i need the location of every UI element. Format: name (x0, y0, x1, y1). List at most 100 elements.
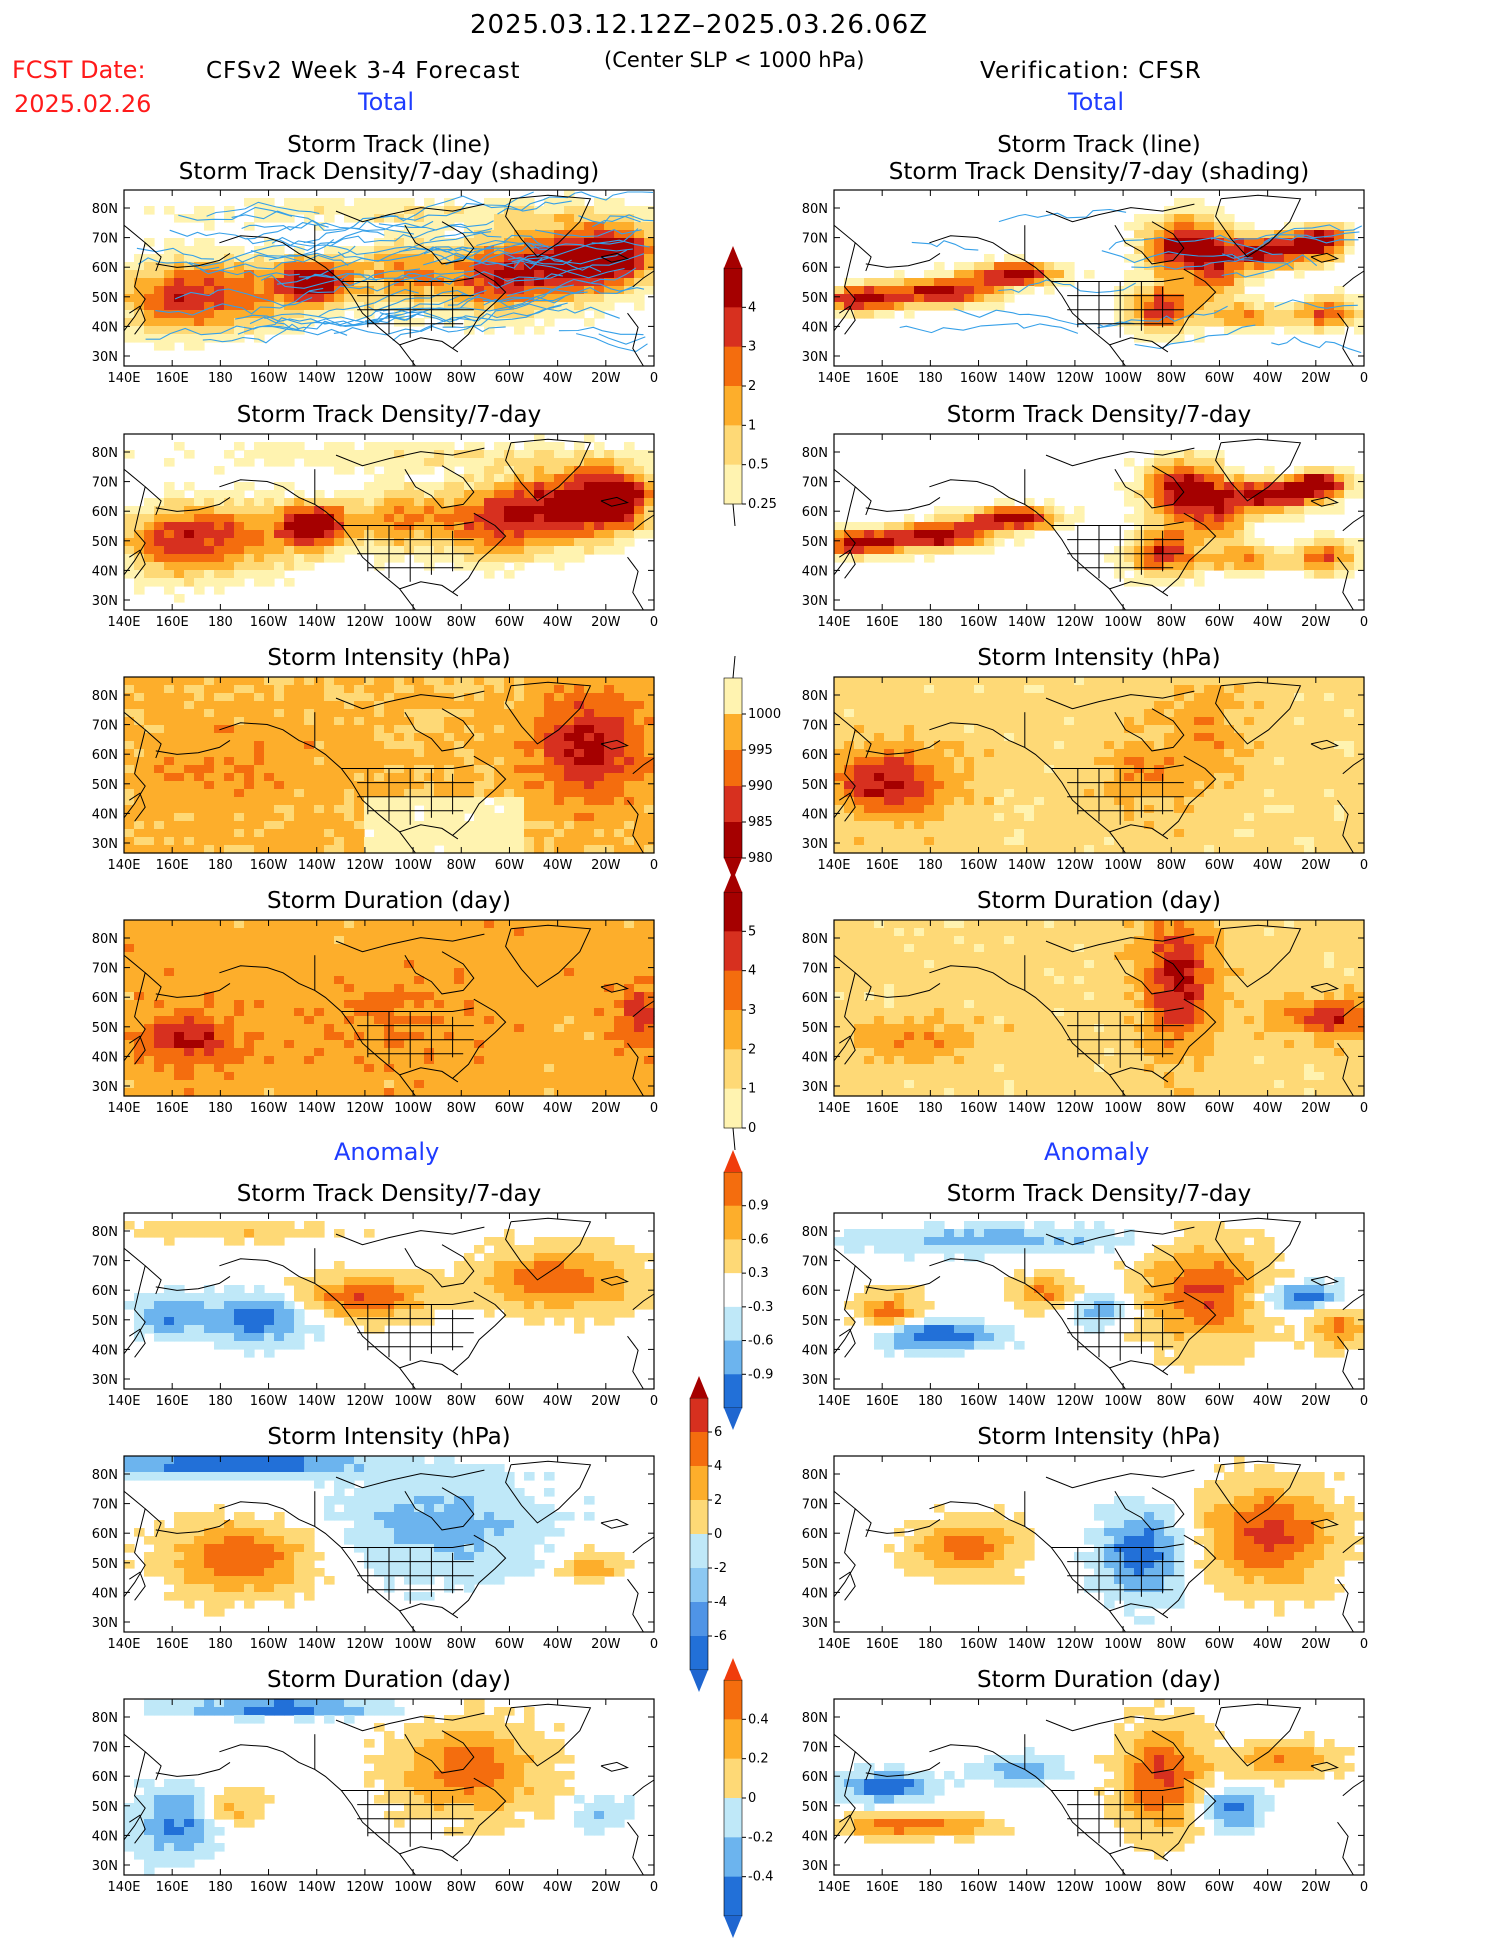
lon-label: 120W (1056, 1101, 1094, 1116)
lon-label: 160E (866, 1101, 899, 1116)
lon-label: 140W (298, 371, 336, 386)
lon-label: 180 (918, 1880, 943, 1895)
lon-label: 180 (208, 1101, 233, 1116)
lon-label: 0 (650, 1880, 658, 1895)
ob-int-shading (834, 677, 1365, 854)
lon-label: 180 (208, 1394, 233, 1409)
lon-label: 160E (156, 858, 189, 873)
lon-label: 60W (495, 371, 525, 386)
fc-int-title: Storm Intensity (hPa) (109, 645, 669, 672)
lat-label: 40N (92, 564, 118, 579)
lon-label: 160E (866, 1394, 899, 1409)
total-label-right: Total (1068, 88, 1124, 116)
lat-label: 70N (92, 476, 118, 491)
colorbar-label: 985 (748, 815, 773, 830)
lon-label: 160E (156, 1880, 189, 1895)
lon-label: 40W (543, 371, 573, 386)
colorbar-label: 0.5 (748, 458, 769, 473)
lon-label: 160W (250, 371, 288, 386)
fc-track-subtitle: Storm Track Density/7-day (shading) (109, 159, 669, 186)
lat-label: 30N (802, 1859, 828, 1874)
lon-label: 140E (817, 371, 850, 386)
lon-label: 120W (346, 858, 384, 873)
colorbar-label: 2 (714, 1493, 722, 1508)
lon-label: 60W (1205, 1637, 1235, 1652)
lon-label: 160E (156, 371, 189, 386)
lon-label: 180 (918, 615, 943, 630)
lon-label: 160W (960, 1637, 998, 1652)
lon-label: 140W (298, 858, 336, 873)
lon-label: 20W (1301, 1101, 1331, 1116)
fc-adens-title: Storm Track Density/7-day (109, 1181, 669, 1208)
lon-label: 100W (394, 371, 432, 386)
anomaly-label-right: Anomaly (1044, 1138, 1149, 1166)
lat-label: 80N (802, 1468, 828, 1483)
lon-label: 80W (447, 1880, 477, 1895)
lon-label: 140E (817, 1637, 850, 1652)
lon-label: 60W (495, 1880, 525, 1895)
lon-label: 180 (918, 1637, 943, 1652)
lat-label: 70N (802, 1498, 828, 1513)
fcst-label: FCST Date: (12, 56, 146, 84)
lon-label: 160W (960, 858, 998, 873)
lon-label: 160E (156, 615, 189, 630)
lat-label: 80N (92, 1468, 118, 1483)
lon-label: 160W (960, 1394, 998, 1409)
lon-label: 80W (1157, 1880, 1187, 1895)
colorbar-label: 3 (748, 340, 756, 355)
lon-label: 20W (591, 1101, 621, 1116)
lon-label: 100W (394, 1101, 432, 1116)
lon-label: 140W (1008, 858, 1046, 873)
lat-label: 60N (802, 505, 828, 520)
lon-label: 140W (298, 1880, 336, 1895)
lon-label: 80W (1157, 615, 1187, 630)
lat-label: 80N (92, 1225, 118, 1240)
lon-label: 100W (1104, 1880, 1142, 1895)
ob-int-title: Storm Intensity (hPa) (819, 645, 1379, 672)
lon-label: 20W (591, 615, 621, 630)
colorbar-label: 2 (748, 379, 756, 394)
lon-label: 120W (346, 1637, 384, 1652)
lon-label: 160E (156, 1101, 189, 1116)
ob-track-subtitle: Storm Track Density/7-day (shading) (819, 159, 1379, 186)
lat-label: 50N (92, 1557, 118, 1572)
lon-label: 120W (346, 1880, 384, 1895)
lon-label: 40W (543, 615, 573, 630)
lon-label: 0 (650, 1637, 658, 1652)
lat-label: 70N (802, 232, 828, 247)
lat-label: 60N (802, 261, 828, 276)
lon-label: 20W (1301, 1880, 1331, 1895)
lon-label: 60W (495, 858, 525, 873)
lon-label: 100W (394, 858, 432, 873)
lat-label: 70N (802, 476, 828, 491)
ob-adur-title: Storm Duration (day) (819, 1667, 1379, 1694)
lon-label: 120W (1056, 858, 1094, 873)
lon-label: 140W (1008, 371, 1046, 386)
lat-label: 80N (802, 932, 828, 947)
colorbar-label: 995 (748, 743, 773, 758)
colorbar-label: -0.4 (748, 1870, 773, 1885)
lon-label: 160W (960, 1101, 998, 1116)
lat-label: 40N (802, 1586, 828, 1601)
lon-label: 60W (495, 1637, 525, 1652)
lat-label: 30N (92, 1859, 118, 1874)
lat-label: 30N (92, 1373, 118, 1388)
lat-label: 80N (802, 1711, 828, 1726)
lon-label: 140E (107, 615, 140, 630)
lon-label: 140W (298, 615, 336, 630)
lat-label: 40N (92, 807, 118, 822)
lon-label: 60W (1205, 1101, 1235, 1116)
lat-label: 50N (92, 778, 118, 793)
lat-label: 40N (92, 320, 118, 335)
colorbar-label: 4 (748, 300, 756, 315)
lon-label: 180 (208, 858, 233, 873)
